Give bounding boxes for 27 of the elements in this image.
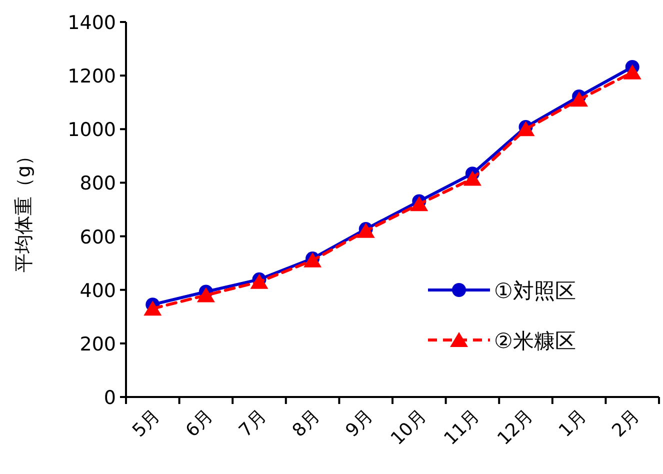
x-tick-label: 6月 [182,406,218,442]
legend-label: ②米糠区 [494,329,576,353]
y-tick-label: 600 [80,226,116,248]
x-tick-label: 10月 [386,406,431,450]
x-tick-label: 9月 [342,406,378,442]
x-tick-label: 7月 [235,406,271,442]
x-tick-label: 12月 [494,406,538,450]
x-tick-label: 11月 [440,406,484,450]
y-tick-label: 800 [80,172,116,195]
x-tick-label: 2月 [608,406,644,442]
point [196,287,215,302]
y-axis-title: 平均体重（g） [13,146,35,273]
y-tick-label: 1400 [68,12,116,34]
point [463,170,482,186]
point [570,92,588,107]
y-tick-label: 200 [80,333,116,356]
x-tick-label: 8月 [288,406,324,442]
legend-label: ①対照区 [494,279,576,303]
y-tick-label: 400 [80,280,116,302]
x-tick-label: 5月 [128,406,164,442]
x-tick-label: 1月 [554,406,591,442]
point [623,64,642,80]
point [410,196,428,212]
y-tick-label: 1200 [68,66,116,88]
point [144,300,162,316]
y-tick-label: 1000 [68,119,116,142]
y-tick-label: 0 [104,387,116,409]
